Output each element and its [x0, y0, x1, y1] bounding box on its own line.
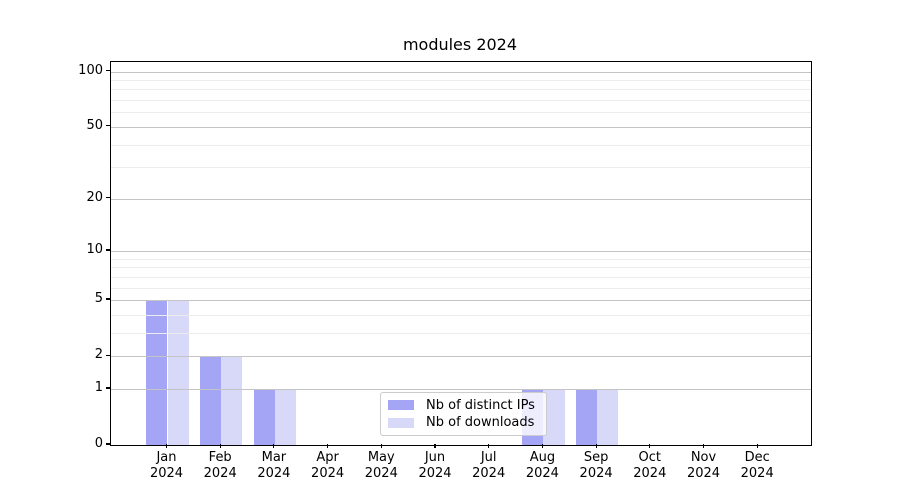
bar [253, 388, 275, 445]
gridline [111, 100, 811, 102]
y-axis-tick [106, 354, 110, 356]
y-axis-label: 1 [94, 379, 103, 395]
y-axis-label: 5 [94, 291, 103, 307]
y-axis-tick [106, 443, 110, 445]
gridline [111, 71, 811, 73]
y-axis-label: 10 [86, 241, 103, 257]
gridline [111, 112, 811, 114]
gridline [111, 287, 811, 289]
y-axis-label: 2 [94, 347, 103, 363]
x-axis-label: Jan 2024 [149, 450, 184, 481]
plot-area: Nb of distinct IPs Nb of downloads [110, 61, 812, 446]
x-axis-tick [165, 444, 168, 448]
bar [597, 388, 619, 445]
bar [167, 300, 189, 445]
grid-layer [111, 62, 811, 445]
y-axis-tick [106, 298, 110, 300]
gridline [111, 144, 811, 146]
gridline [111, 89, 811, 91]
bar [199, 356, 222, 445]
bar [543, 388, 565, 445]
gridline [111, 167, 811, 169]
x-axis-label: Oct 2024 [633, 450, 667, 481]
gridline [111, 258, 811, 260]
gridline [111, 250, 811, 252]
gridline [111, 332, 811, 334]
x-axis-tick [219, 444, 221, 448]
y-axis-label: 20 [86, 189, 103, 205]
legend-item-distinct-ips: Nb of distinct IPs [388, 398, 539, 413]
x-axis-tick [756, 444, 758, 448]
bar [221, 356, 243, 445]
bar [146, 300, 168, 445]
gridline [111, 388, 811, 390]
gridline [111, 300, 811, 302]
y-axis-tick [106, 69, 110, 72]
gridline [111, 126, 811, 128]
distinct-ips-swatch-icon [388, 400, 414, 411]
legend: Nb of distinct IPs Nb of downloads [380, 392, 547, 436]
x-axis-tick [595, 444, 597, 448]
gridline [111, 314, 811, 316]
x-axis-tick [273, 444, 275, 448]
x-axis-label: Apr 2024 [311, 450, 345, 481]
y-axis-label: 50 [86, 117, 103, 133]
x-axis-label: Feb 2024 [203, 450, 237, 481]
x-axis-label: Jul 2024 [472, 450, 506, 481]
x-axis-label: Mar 2024 [257, 450, 291, 481]
x-axis-tick [434, 444, 436, 448]
chart-title: modules 2024 [402, 35, 518, 54]
gridline [111, 80, 811, 82]
legend-label: Nb of distinct IPs [426, 397, 535, 413]
x-axis-label: Dec 2024 [740, 450, 774, 481]
downloads-swatch-icon [388, 417, 414, 428]
gridline [111, 356, 811, 358]
y-axis-tick [106, 125, 110, 127]
x-axis-tick [702, 444, 705, 448]
x-axis-tick [488, 444, 490, 448]
x-axis-tick [649, 444, 651, 448]
bar [274, 388, 297, 445]
legend-item-downloads: Nb of downloads [388, 415, 539, 430]
x-axis-label: May 2024 [364, 450, 398, 481]
x-axis-label: Jun 2024 [418, 450, 452, 481]
x-axis-tick [380, 444, 382, 448]
y-axis-tick [106, 197, 110, 199]
y-axis-label: 0 [94, 436, 103, 451]
gridline [111, 198, 811, 200]
gridline [111, 276, 811, 278]
gridline [111, 267, 811, 269]
x-axis-label: Sep 2024 [579, 450, 613, 481]
y-axis-tick [106, 249, 110, 251]
x-axis-label: Aug 2024 [525, 450, 559, 481]
x-axis-label: Nov 2024 [686, 450, 721, 481]
x-axis-tick [541, 444, 543, 448]
y-axis-label: 100 [78, 62, 103, 78]
legend-label: Nb of downloads [426, 415, 535, 431]
x-axis-tick [327, 444, 329, 448]
bar [575, 388, 598, 445]
y-axis-tick [106, 387, 110, 389]
